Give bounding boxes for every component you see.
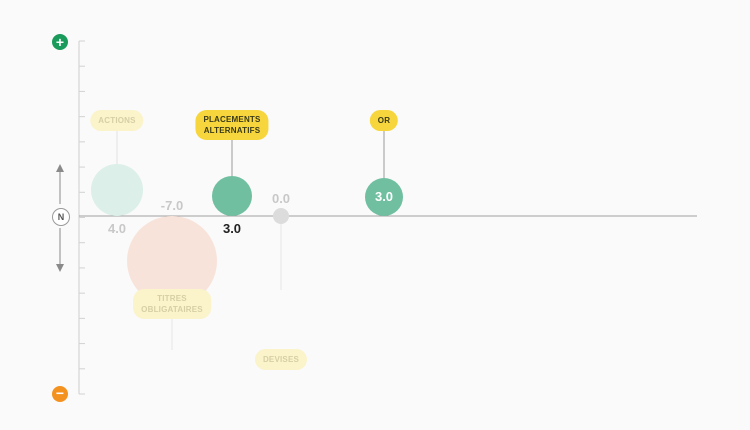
bubble-placements-alternatifs (212, 176, 252, 216)
category-tag[interactable]: ACTIONS (90, 110, 144, 131)
down-arrow-icon (56, 264, 64, 272)
value-label: 3.0 (374, 189, 394, 204)
category-tag-line: ACTIONS (98, 116, 136, 125)
bubble-actions (91, 164, 143, 216)
neutral-icon: N (52, 208, 70, 226)
bubble-or (365, 178, 403, 216)
value-label: 0.0 (271, 191, 291, 206)
bubble-devises (273, 208, 289, 224)
category-tag[interactable]: DEVISES (254, 349, 308, 370)
up-arrow-icon (56, 164, 64, 172)
minus-icon: − (52, 386, 68, 402)
category-tag-line: TITRES (157, 294, 187, 303)
value-label: -7.0 (160, 198, 184, 213)
category-tag[interactable]: OR (369, 110, 399, 131)
category-tag-line: PLACEMENTS (203, 115, 261, 124)
plus-icon: + (52, 34, 68, 50)
bubble-titres-obligataires (127, 216, 217, 306)
category-tag-line: OBLIGATAIRES (141, 305, 203, 314)
category-tag-line: OR (377, 116, 391, 125)
category-tag-line: DEVISES (262, 355, 300, 364)
value-label: 3.0 (222, 221, 242, 236)
value-label: 4.0 (107, 221, 127, 236)
category-tag[interactable]: TITRES OBLIGATAIRES (133, 289, 211, 319)
category-tag[interactable]: PLACEMENTS ALTERNATIFS (195, 110, 269, 140)
category-tag-line: ALTERNATIFS (203, 126, 261, 135)
